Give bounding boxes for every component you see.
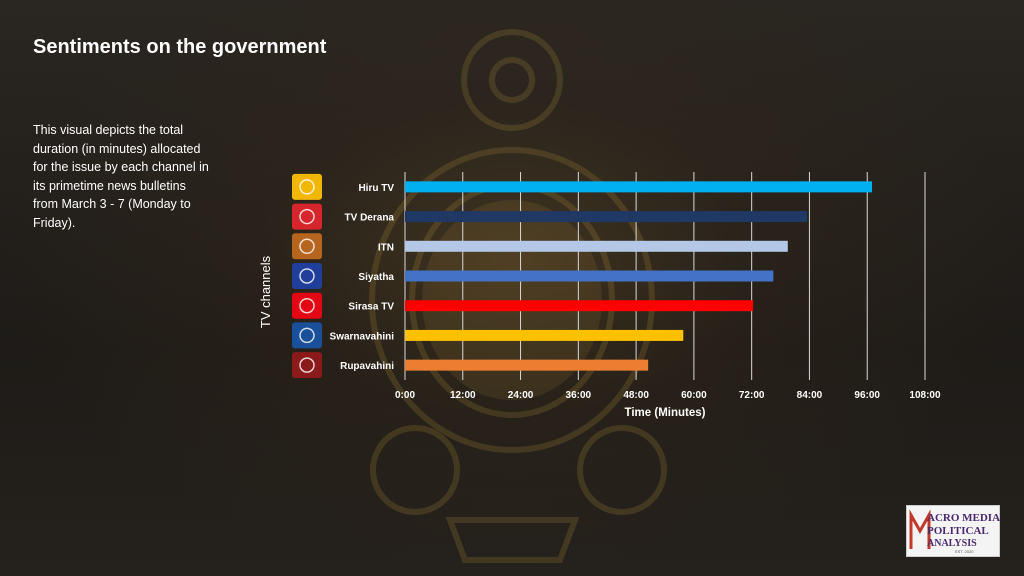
x-tick-label: 48:00 (623, 390, 649, 401)
x-tick-label: 84:00 (797, 390, 823, 401)
bar-itn (405, 240, 788, 252)
siyatha-logo-icon (292, 263, 322, 289)
logo-line-3: ANALYSIS (927, 538, 977, 549)
category-label: Siyatha (358, 272, 394, 283)
x-tick-label: 108:00 (909, 390, 941, 401)
slide-title: Sentiments on the government (33, 36, 327, 58)
logo-est: EST. 2020 (955, 549, 974, 554)
x-tick-label: 0:00 (395, 390, 415, 401)
x-tick-label: 24:00 (508, 390, 534, 401)
bar-hiru-tv (405, 181, 873, 193)
slide-description: This visual depicts the total duration (… (33, 123, 209, 230)
bar-siyatha (405, 270, 774, 282)
category-label: TV Derana (345, 213, 395, 224)
bar-tv-derana (405, 211, 808, 223)
x-tick-label: 12:00 (450, 390, 476, 401)
category-label: Rupavahini (340, 361, 394, 372)
bar-sirasa-tv (405, 300, 754, 312)
bar-swarnavahini (405, 329, 684, 341)
hiru-tv-logo-icon (292, 173, 322, 200)
sirasa-tv-logo-icon (292, 292, 322, 319)
x-tick-label: 96:00 (854, 390, 880, 401)
y-axis-label: TV channels (258, 255, 273, 328)
bar-rupavahini (405, 359, 649, 371)
logo-line-1: ACRO MEDIA (927, 512, 1001, 524)
rupavahini-logo-icon (292, 352, 322, 379)
swarnavahini-logo-icon (292, 322, 322, 349)
x-tick-label: 60:00 (681, 390, 707, 401)
category-label: Sirasa TV (348, 302, 394, 313)
category-label: Hiru TV (358, 183, 394, 194)
x-axis-label: Time (Minutes) (625, 407, 706, 419)
logo-line-2: POLITICAL (927, 525, 989, 537)
category-label: Swarnavahini (330, 331, 395, 342)
itn-logo-icon (292, 233, 322, 260)
acro-media-logo: ACRO MEDIA POLITICAL ANALYSIS EST. 2020 (906, 505, 1000, 557)
acro-media-mark-icon (909, 509, 931, 549)
category-label: ITN (378, 242, 394, 253)
x-tick-label: 72:00 (739, 390, 765, 401)
tv-derana-logo-icon (292, 203, 322, 230)
x-tick-label: 36:00 (566, 390, 592, 401)
